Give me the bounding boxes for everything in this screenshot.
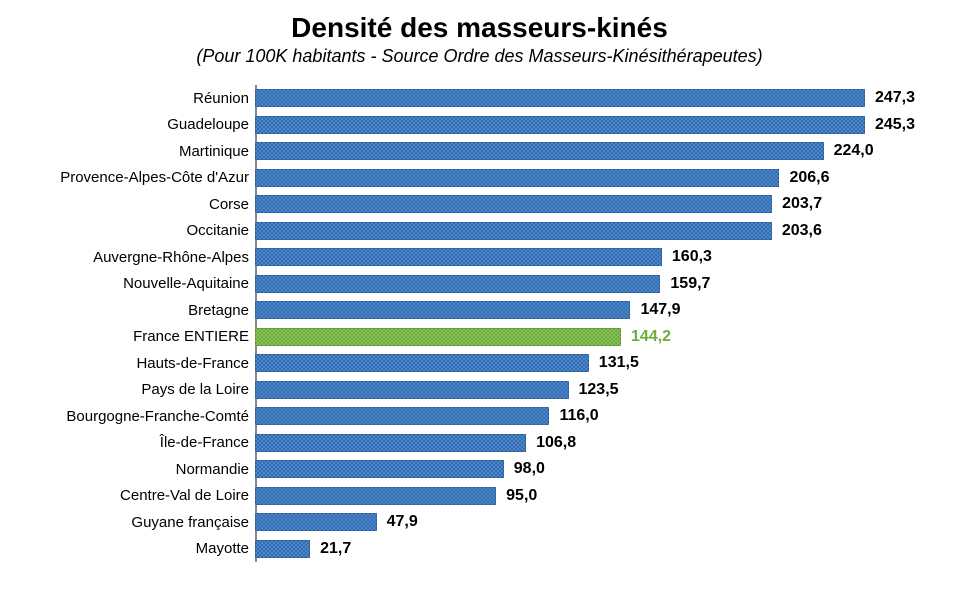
bar-track: 245,3 (255, 112, 915, 139)
bar-category-label: Guyane française (40, 514, 255, 531)
bar (255, 434, 526, 452)
bar-value-label: 203,7 (782, 195, 822, 213)
bar-track: 160,3 (255, 244, 915, 271)
bar-value-label: 106,8 (536, 434, 576, 452)
bar-value-label: 224,0 (834, 142, 874, 160)
bar-row: Auvergne-Rhône-Alpes 160,3 (40, 244, 919, 271)
bar-category-label: Bourgogne-Franche-Comté (40, 408, 255, 425)
bar-category-label: Île-de-France (40, 434, 255, 451)
bar-track: 144,2 (255, 324, 915, 351)
bar-track: 159,7 (255, 271, 915, 298)
bar-value-label: 147,9 (640, 301, 680, 319)
bar-category-label: Occitanie (40, 222, 255, 239)
bar (255, 354, 589, 372)
bar-category-label: Normandie (40, 461, 255, 478)
bar-track: 123,5 (255, 377, 915, 404)
bar-track: 147,9 (255, 297, 915, 324)
chart-container: Densité des masseurs-kinés (Pour 100K ha… (0, 0, 959, 582)
bar-row: Corse 203,7 (40, 191, 919, 218)
bar-value-label: 144,2 (631, 328, 671, 346)
bar (255, 248, 662, 266)
bar (255, 381, 569, 399)
bar-row: Île-de-France 106,8 (40, 430, 919, 457)
bar-category-label: Auvergne-Rhône-Alpes (40, 249, 255, 266)
bar-track: 131,5 (255, 350, 915, 377)
bar-track: 21,7 (255, 536, 915, 563)
bar-row: Provence-Alpes-Côte d'Azur 206,6 (40, 165, 919, 192)
chart-plot-area: Réunion 247,3 Guadeloupe 245,3 Martinique 224… (40, 85, 919, 562)
bar-row: Hauts-de-France 131,5 (40, 350, 919, 377)
bar-track: 95,0 (255, 483, 915, 510)
bar (255, 328, 621, 346)
bar-category-label: Mayotte (40, 540, 255, 557)
bar-value-label: 98,0 (514, 460, 545, 478)
bar-row: Nouvelle-Aquitaine 159,7 (40, 271, 919, 298)
bar-track: 116,0 (255, 403, 915, 430)
bar-row: Bretagne 147,9 (40, 297, 919, 324)
bar-value-label: 47,9 (387, 513, 418, 531)
bar-category-label: Martinique (40, 143, 255, 160)
bar (255, 222, 772, 240)
bar-row: France ENTIERE 144,2 (40, 324, 919, 351)
bar-row: Normandie 98,0 (40, 456, 919, 483)
bar-value-label: 247,3 (875, 89, 915, 107)
bar-row: Mayotte 21,7 (40, 536, 919, 563)
bar-row: Martinique 224,0 (40, 138, 919, 165)
bar-value-label: 203,6 (782, 222, 822, 240)
bar-value-label: 159,7 (670, 275, 710, 293)
bar-track: 106,8 (255, 430, 915, 457)
bar-value-label: 116,0 (559, 407, 598, 425)
bar (255, 169, 779, 187)
bar (255, 89, 865, 107)
bar (255, 460, 504, 478)
bar-track: 206,6 (255, 165, 915, 192)
bar-category-label: Provence-Alpes-Côte d'Azur (40, 169, 255, 186)
bar-track: 203,7 (255, 191, 915, 218)
bar (255, 142, 824, 160)
bar-row: Centre-Val de Loire 95,0 (40, 483, 919, 510)
bar-track: 47,9 (255, 509, 915, 536)
bar (255, 301, 630, 319)
bar-row: Réunion 247,3 (40, 85, 919, 112)
bar-track: 203,6 (255, 218, 915, 245)
bar (255, 407, 549, 425)
bar (255, 540, 310, 558)
bar (255, 487, 496, 505)
bar (255, 513, 377, 531)
bar-category-label: Nouvelle-Aquitaine (40, 275, 255, 292)
bar-row: Guadeloupe 245,3 (40, 112, 919, 139)
bar-value-label: 206,6 (789, 169, 829, 187)
bar-category-label: Centre-Val de Loire (40, 487, 255, 504)
bar-category-label: Hauts-de-France (40, 355, 255, 372)
bar-track: 247,3 (255, 85, 915, 112)
bar-value-label: 95,0 (506, 487, 537, 505)
bar-row: Guyane française 47,9 (40, 509, 919, 536)
bar-track: 224,0 (255, 138, 915, 165)
chart-title: Densité des masseurs-kinés (40, 12, 919, 44)
bar (255, 195, 772, 213)
chart-subtitle: (Pour 100K habitants - Source Ordre des … (40, 46, 919, 67)
bar-category-label: Corse (40, 196, 255, 213)
bar-category-label: Réunion (40, 90, 255, 107)
bar (255, 116, 865, 134)
bar-row: Bourgogne-Franche-Comté 116,0 (40, 403, 919, 430)
bar-value-label: 131,5 (599, 354, 639, 372)
bar-category-label: Guadeloupe (40, 116, 255, 133)
bar-value-label: 160,3 (672, 248, 712, 266)
bar-row: Occitanie 203,6 (40, 218, 919, 245)
bar-value-label: 245,3 (875, 116, 915, 134)
bar-value-label: 123,5 (579, 381, 619, 399)
bar-category-label: Bretagne (40, 302, 255, 319)
bar-value-label: 21,7 (320, 540, 351, 558)
bar-category-label: Pays de la Loire (40, 381, 255, 398)
bar-row: Pays de la Loire 123,5 (40, 377, 919, 404)
bar (255, 275, 660, 293)
bar-category-label: France ENTIERE (40, 328, 255, 345)
bar-track: 98,0 (255, 456, 915, 483)
